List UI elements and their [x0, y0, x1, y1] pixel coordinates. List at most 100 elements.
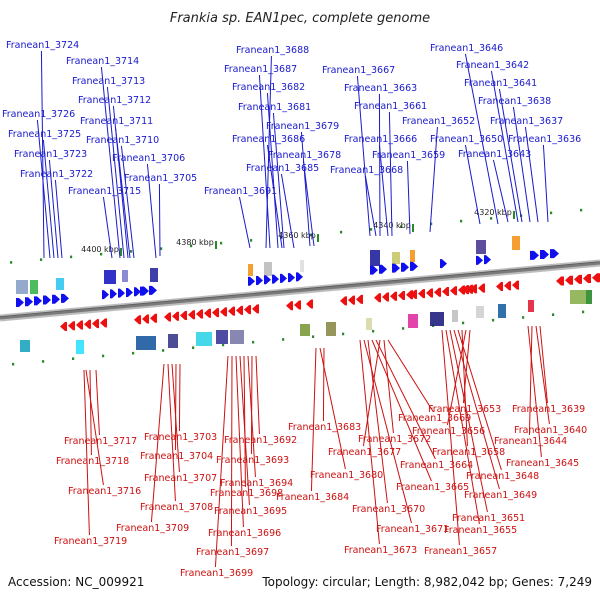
feature-block	[16, 280, 28, 294]
top-label-leader	[512, 106, 531, 223]
reverse-gene-arrow	[348, 295, 355, 305]
bottom-label-leader	[174, 363, 177, 451]
top-gene-label: Franean1_3711	[80, 116, 153, 127]
bottom-gene-label: Franean1_3683	[288, 422, 361, 433]
scale-tick	[370, 228, 373, 231]
bottom-label-leader	[89, 369, 92, 456]
feature-block	[410, 250, 415, 262]
top-gene-label: Franean1_3636	[508, 134, 581, 145]
top-label-leader	[406, 160, 411, 235]
bottom-gene-label: Franean1_3696	[208, 528, 281, 539]
bottom-gene-label: Franean1_3671	[376, 524, 449, 535]
top-gene-label: Franean1_3706	[112, 153, 185, 164]
forward-gene-arrow	[379, 264, 387, 274]
feature-block	[56, 278, 64, 290]
reverse-gene-arrow	[442, 286, 449, 296]
bottom-gene-label: Franean1_3656	[412, 426, 485, 437]
feature-block	[264, 262, 272, 276]
reverse-gene-arrow	[583, 274, 591, 284]
top-label-leader	[464, 144, 481, 225]
bottom-gene-label: Franean1_3651	[452, 513, 525, 524]
reverse-gene-arrow	[294, 300, 301, 310]
forward-strand-genes	[16, 249, 559, 308]
forward-gene-arrow	[476, 255, 483, 265]
forward-gene-arrow	[256, 276, 263, 286]
forward-gene-arrow	[401, 262, 409, 272]
top-label-leader	[266, 144, 283, 249]
top-label-leader	[120, 145, 135, 259]
top-gene-label: Franean1_3685	[246, 163, 319, 174]
bottom-gene-labels: Franean1_3717Franean1_3718Franean1_3716F…	[54, 404, 587, 579]
reverse-gene-arrow	[496, 282, 503, 292]
reverse-gene-arrow	[565, 275, 573, 285]
reverse-gene-arrow	[374, 293, 381, 303]
top-label-leader	[378, 144, 389, 237]
reverse-gene-arrow	[478, 283, 485, 293]
bottom-label-leader	[371, 339, 432, 482]
top-label-leader	[300, 131, 311, 247]
top-gene-label: Franean1_3661	[354, 101, 427, 112]
bottom-label-leader	[539, 325, 548, 404]
scale-tick	[550, 211, 553, 215]
top-gene-label: Franean1_3725	[8, 129, 81, 140]
top-gene-label: Franean1_3659	[372, 150, 445, 161]
bottom-label-leader	[243, 355, 246, 488]
reverse-gene-arrow	[356, 294, 363, 304]
reverse-gene-arrow	[512, 280, 519, 290]
bottom-label-leader	[247, 355, 256, 478]
top-gene-label: Franean1_3638	[478, 96, 551, 107]
bottom-label-leader	[445, 329, 480, 525]
forward-gene-arrow	[540, 250, 549, 259]
top-gene-label: Franean1_3641	[464, 78, 537, 89]
forward-gene-arrow	[370, 265, 378, 275]
scale-tick	[252, 340, 255, 344]
top-gene-label: Franean1_3652	[402, 116, 475, 127]
top-gene-label: Franean1_3710	[86, 135, 159, 146]
bottom-gene-label: Franean1_3657	[424, 546, 497, 557]
reverse-gene-arrow	[286, 301, 293, 311]
top-label-leader	[36, 119, 51, 259]
top-gene-label: Franean1_3705	[124, 173, 197, 184]
reverse-gene-arrow	[188, 310, 195, 320]
forward-gene-arrow	[296, 272, 303, 282]
top-label-leader	[238, 196, 251, 249]
top-gene-labels: Franean1_3724 Franean1_3714 Franean1_3713 F…	[2, 40, 581, 197]
scale-tick	[132, 351, 135, 355]
scale-tick	[340, 230, 343, 234]
reverse-gene-arrow	[60, 322, 67, 331]
top-label-leader	[498, 88, 523, 223]
scale-mark	[412, 224, 414, 232]
forward-gene-arrow	[34, 296, 42, 306]
scale-tick	[490, 217, 493, 220]
feature-block	[104, 270, 116, 284]
top-label-leader	[464, 53, 499, 225]
top-gene-label: Franean1_3724	[6, 40, 79, 51]
top-label-leader	[146, 163, 157, 259]
bottom-gene-label: Franean1_3648	[466, 471, 539, 482]
top-label-leader	[266, 92, 279, 249]
reverse-gene-arrow	[398, 291, 405, 301]
reverse-gene-arrow	[84, 319, 91, 329]
reverse-gene-arrow	[164, 312, 171, 322]
bottom-gene-label: Franean1_3673	[344, 545, 417, 556]
scale-tick	[102, 354, 105, 358]
top-gene-label: Franean1_3637	[490, 116, 563, 127]
forward-gene-arrow	[280, 273, 287, 283]
bottom-gene-label: Franean1_3655	[444, 525, 517, 536]
forward-gene-arrow	[110, 289, 117, 299]
bottom-label-leader	[527, 325, 542, 458]
feature-block	[168, 334, 178, 348]
bottom-label-leader	[383, 339, 394, 434]
scale-tick	[492, 318, 495, 322]
feature-block	[20, 340, 30, 352]
scale-mark	[120, 248, 122, 256]
scale-tick	[342, 332, 345, 336]
scale-tick	[282, 338, 285, 341]
reverse-gene-arrow	[252, 304, 259, 314]
bottom-label-leader	[239, 355, 250, 506]
top-gene-label: Franean1_3686	[232, 134, 305, 145]
bottom-label-leader	[461, 329, 468, 447]
top-gene-label: Franean1_3688	[236, 45, 309, 56]
bottom-label-leader	[255, 355, 260, 435]
reverse-gene-arrow	[204, 308, 211, 318]
